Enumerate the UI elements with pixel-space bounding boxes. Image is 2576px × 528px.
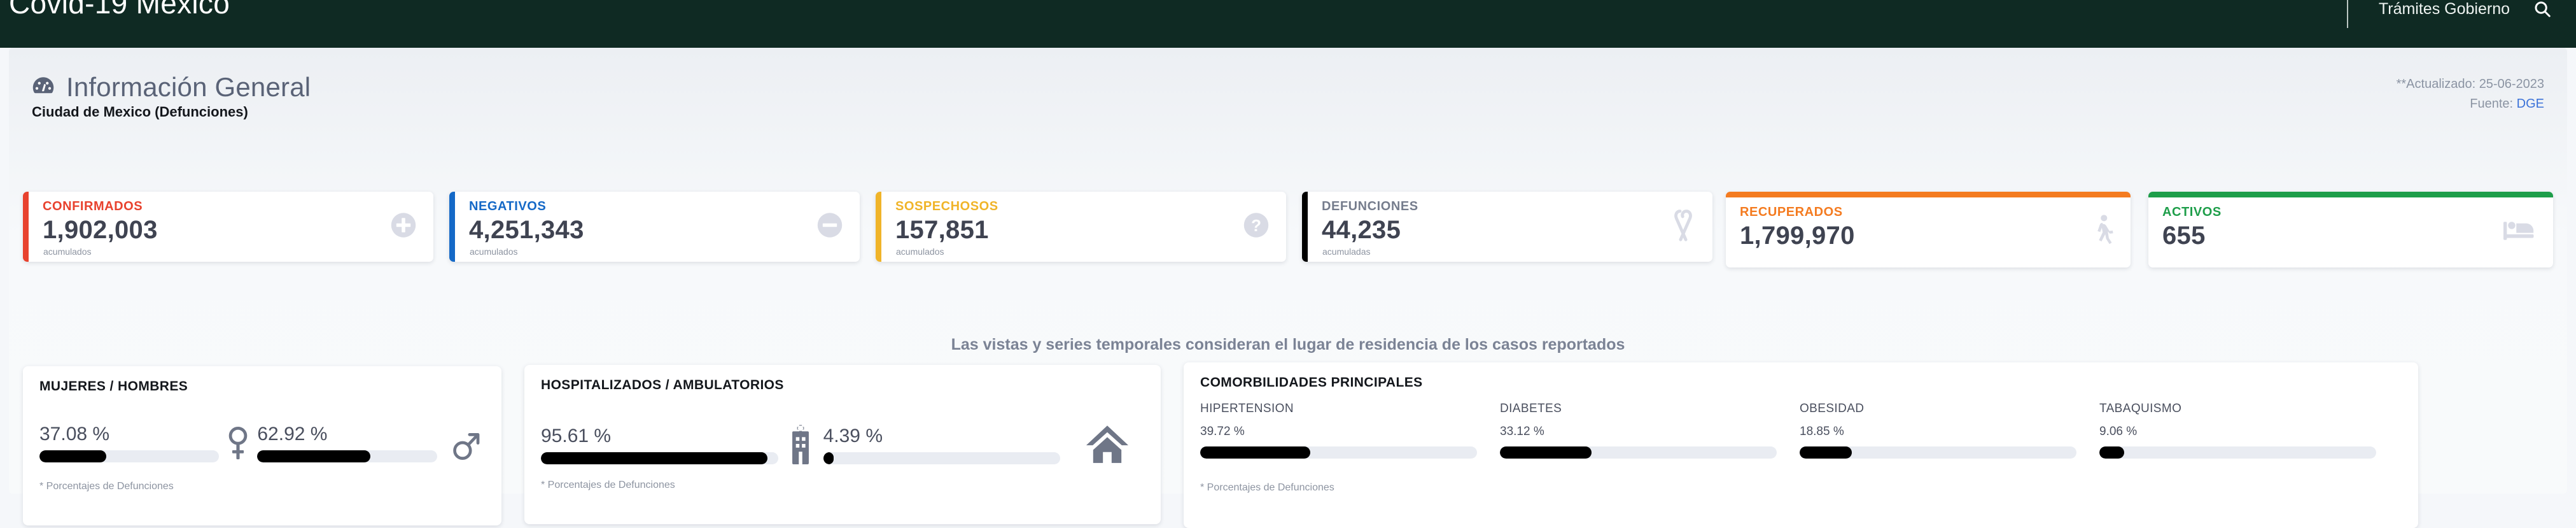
walking-person-icon [2091,215,2114,251]
comorbidity-bar-track [1800,446,2076,459]
question-circle-icon: ? [1243,212,1270,242]
comorbidity-bar-track [1500,446,1777,459]
ambulatory-bar-fill [823,452,834,464]
comorbidity-item: DIABETES 33.12 % [1500,402,1800,459]
comorbidity-name: HIPERTENSION [1200,402,1294,415]
hospitalized-bar-fill [541,452,768,464]
comorbidities-panel: COMORBILIDADES PRINCIPALES HIPERTENSION 3… [1184,362,2418,528]
hospital-panel-title: HOSPITALIZADOS / AMBULATORIOS [541,378,784,392]
ambulatory-bar-track [823,452,1061,464]
male-bar-fill [257,450,371,462]
comorbidity-name: TABAQUISMO [2099,402,2182,415]
residence-note: Las vistas y series temporales considera… [951,336,1625,353]
hospitalized-bar-track [541,452,778,464]
comorbidity-bar-fill [1200,446,1310,459]
comorbidity-name: DIABETES [1500,402,1562,415]
gender-panel: MUJERES / HOMBRES 37.08 % 62.92 % [23,366,501,525]
comorbidity-item: OBESIDAD 18.85 % [1800,402,2099,459]
house-icon [1060,424,1144,464]
male-metric: 62.92 % [257,425,437,462]
stat-card-label: CONFIRMADOS [43,199,143,213]
updated-text: **Actualizado: 25-06-2023 [2396,77,2544,91]
ambulatory-percent: 4.39 % [823,425,883,446]
stat-card-sublabel: acumuladas [1322,246,1371,257]
source-label: Fuente: [2470,97,2517,111]
minus-circle-icon [816,212,843,242]
page-subtitle: Ciudad de Mexico (Defunciones) [32,104,248,120]
comorbidity-percent: 9.06 % [2099,425,2138,438]
stat-card-defunciones[interactable]: DEFUNCIONES 44,235 acumuladas [1302,192,1712,262]
ambulatory-metric: 4.39 % [823,427,1061,464]
dashboard-panel: Información General Ciudad de Mexico (De… [9,48,2567,528]
stat-card-value: 44,235 [1322,216,1401,244]
hospitalized-metric: 95.61 % [541,427,778,464]
source-text: Fuente: DGE [2397,94,2544,114]
plus-circle-icon [390,212,417,242]
comorbidity-bar-track [1200,446,1477,459]
stat-card-value: 157,851 [895,216,989,244]
hospital-building-icon [778,424,823,464]
male-bar-track [257,450,437,462]
comorbidity-bar-fill [1500,446,1592,459]
stat-card-sublabel: acumulados [43,246,92,257]
page-title-row: Información General [31,72,311,103]
comorbidity-item: TABAQUISMO 9.06 % [2099,402,2399,459]
stat-card-sublabel: acumulados [470,246,518,257]
comorbidity-name: OBESIDAD [1800,402,1865,415]
comorbidity-percent: 39.72 % [1200,425,1245,438]
comorbidities-panel-footnote: * Porcentajes de Defunciones [1200,482,1334,493]
stat-card-label: ACTIVOS [2162,205,2222,219]
stat-card-label: DEFUNCIONES [1322,199,1418,213]
stat-card-sublabel: acumulados [896,246,944,257]
female-percent: 37.08 % [39,424,110,445]
stat-card-label: NEGATIVOS [469,199,547,213]
gender-metrics: 37.08 % 62.92 % [39,425,485,462]
comorbidities-panel-title: COMORBILIDADES PRINCIPALES [1200,375,1423,390]
gender-panel-footnote: * Porcentajes de Defunciones [39,481,174,492]
stat-card-value: 1,799,970 [1740,222,1855,250]
meta-block: **Actualizado: 25-06-2023 Fuente: DGE [2397,75,2544,114]
hospital-bed-icon [2502,219,2537,246]
comorbidity-item: HIPERTENSION 39.72 % [1200,402,1500,459]
comorbidity-bar-fill [1800,446,1852,459]
female-bar-track [39,450,220,462]
hospital-panel-footnote: * Porcentajes de Defunciones [541,480,675,490]
comorbidity-bar-track [2099,446,2376,459]
stat-card-activos[interactable]: ACTIVOS 655 [2148,192,2553,268]
gender-panel-title: MUJERES / HOMBRES [39,379,188,394]
stat-card-sospechosos[interactable]: SOSPECHOSOS 157,851 acumulados? [876,192,1286,262]
male-symbol-icon [437,429,485,462]
site-brand[interactable]: Covid-19 Mexico [9,0,230,20]
stat-card-confirmados[interactable]: CONFIRMADOS 1,902,003 acumulados [23,192,433,262]
stat-card-recuperados[interactable]: RECUPERADOS 1,799,970 [1726,192,2131,268]
ribbon-icon [1670,209,1696,245]
male-percent: 62.92 % [257,424,328,445]
stat-card-label: SOSPECHOSOS [895,199,998,213]
stat-card-negativos[interactable]: NEGATIVOS 4,251,343 acumulados [449,192,860,262]
female-metric: 37.08 % [39,424,220,462]
comorbidity-percent: 33.12 % [1500,425,1544,438]
gauge-icon [31,73,56,102]
svg-text:?: ? [1251,216,1261,235]
stat-card-value: 4,251,343 [469,216,584,244]
tramites-gobierno-link[interactable]: Trámites Gobierno [2378,0,2510,18]
top-bar-right: Trámites Gobierno [2346,0,2552,28]
search-icon[interactable] [2533,0,2552,18]
government-top-bar: Covid-19 Mexico Trámites Gobierno [0,0,2576,48]
comorbidity-percent: 18.85 % [1800,425,1844,438]
page-title: Información General [66,72,311,102]
hospitalized-percent: 95.61 % [541,425,612,446]
hospital-panel: HOSPITALIZADOS / AMBULATORIOS 95.61 % [524,365,1161,524]
top-bar-divider [2346,0,2348,28]
hospital-metrics: 95.61 % [541,424,1144,464]
stat-card-label: RECUPERADOS [1740,205,1843,219]
stat-cards-row: CONFIRMADOS 1,902,003 acumulados NEGATIVOS 4… [23,187,2553,268]
comorbidities-grid: HIPERTENSION 39.72 % DIABETES 33.12 % OBESID… [1200,402,2399,459]
source-link[interactable]: DGE [2516,97,2544,111]
female-bar-fill [39,450,106,462]
female-symbol-icon [219,425,257,462]
comorbidity-bar-fill [2099,446,2125,459]
stat-card-value: 1,902,003 [43,216,158,244]
stat-card-value: 655 [2162,222,2206,250]
